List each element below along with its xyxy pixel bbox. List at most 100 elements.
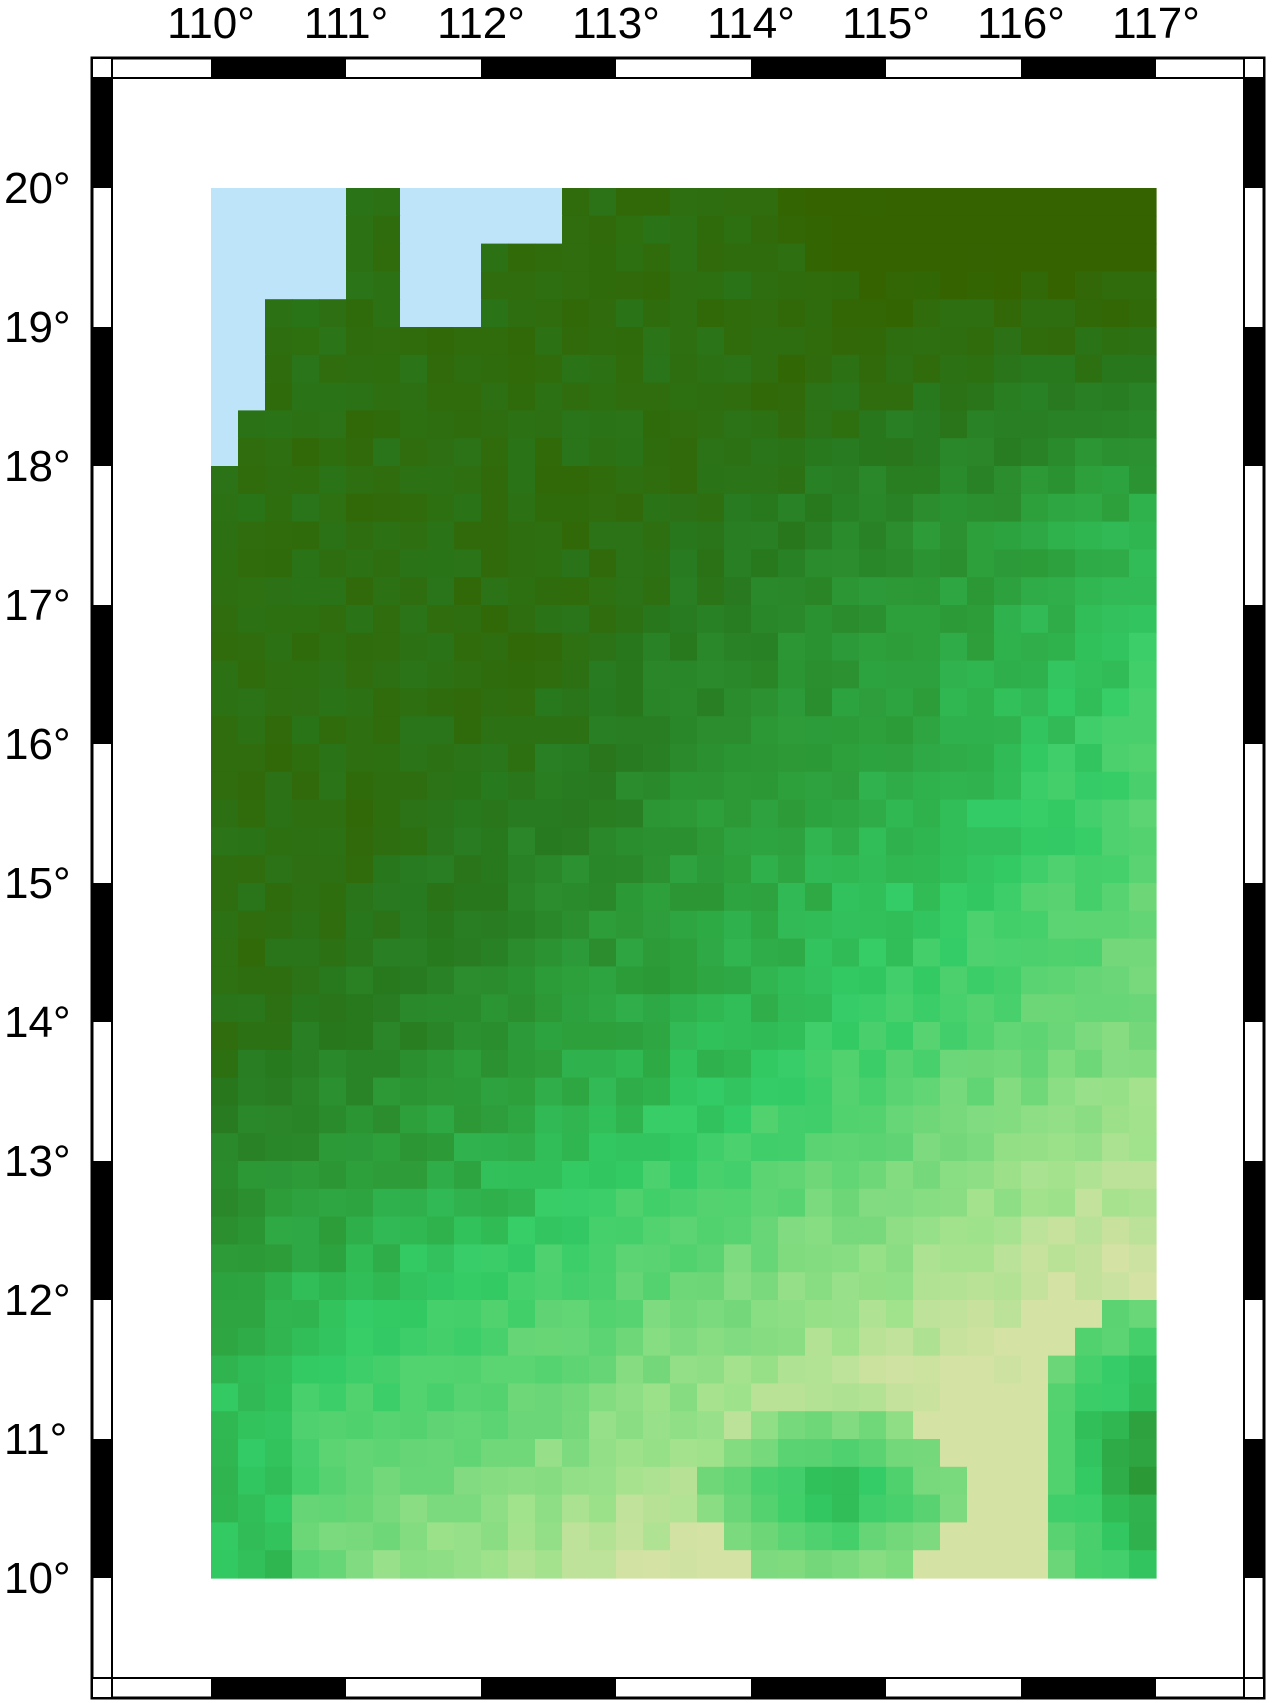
grid-cell (238, 1188, 266, 1218)
grid-cell (643, 1494, 671, 1523)
grid-cell (805, 1244, 833, 1273)
grid-cell (643, 1244, 671, 1273)
grid-cell (427, 660, 455, 689)
grid-cell (778, 1216, 806, 1245)
grid-cell (913, 382, 941, 411)
grid-cell (508, 549, 536, 578)
grid-cell (724, 938, 752, 967)
grid-cell (1021, 1355, 1049, 1384)
grid-cell (1129, 799, 1157, 828)
x-tick-label: 112° (437, 0, 525, 48)
grid-cell (751, 382, 779, 411)
grid-cell (589, 1355, 617, 1384)
grid-cell (859, 966, 887, 995)
grid-cell (751, 1494, 779, 1523)
grid-cell (643, 1439, 671, 1468)
grid-cell (913, 299, 941, 328)
grid-cell (373, 1188, 401, 1218)
grid-cell (913, 271, 941, 300)
grid-cell (832, 632, 860, 662)
grid-cell (400, 1161, 428, 1190)
grid-cell (994, 799, 1022, 828)
grid-cell (940, 410, 968, 439)
grid-cell (1102, 716, 1130, 745)
grid-cell (967, 1244, 995, 1273)
grid-cell (1048, 1105, 1076, 1134)
grid-cell (589, 354, 617, 384)
grid-cell (1129, 1049, 1157, 1079)
grid-cell (1102, 883, 1130, 912)
grid-cell (454, 716, 482, 745)
grid-cell (778, 799, 806, 828)
grid-cell (1102, 855, 1130, 884)
grid-cell (778, 966, 806, 995)
grid-cell (859, 938, 887, 967)
grid-cell (211, 493, 239, 523)
grid-cell (1048, 1439, 1076, 1468)
grid-cell (724, 466, 752, 495)
grid-cell (886, 799, 914, 828)
grid-cell (265, 215, 293, 245)
grid-cell (805, 966, 833, 995)
grid-cell (238, 688, 266, 717)
frame-right-segment (1244, 1439, 1264, 1578)
grid-cell (643, 660, 671, 689)
grid-cell (1129, 994, 1157, 1023)
grid-cell (211, 1300, 239, 1329)
grid-cell (508, 1411, 536, 1440)
grid-cell (886, 1216, 914, 1245)
grid-cell (238, 188, 266, 217)
grid-cell (616, 188, 644, 217)
grid-cell (643, 1411, 671, 1440)
grid-cell (400, 910, 428, 940)
grid-cell (238, 410, 266, 439)
grid-cell (940, 1494, 968, 1523)
grid-cell (454, 1466, 482, 1496)
grid-cell (1075, 1411, 1103, 1440)
grid-cell (238, 1022, 266, 1051)
grid-cell (373, 466, 401, 495)
grid-cell (211, 549, 239, 578)
grid-cell (1129, 1439, 1157, 1468)
grid-cell (400, 438, 428, 467)
grid-cell (886, 1188, 914, 1218)
grid-cell (805, 1077, 833, 1106)
grid-cell (454, 493, 482, 523)
grid-cell (481, 1411, 509, 1440)
grid-cell (481, 549, 509, 578)
grid-cell (859, 327, 887, 356)
grid-cell (427, 938, 455, 967)
grid-cell (238, 966, 266, 995)
grid-cell (805, 1105, 833, 1134)
grid-cell (643, 910, 671, 940)
grid-cell (319, 521, 347, 550)
grid-cell (724, 1216, 752, 1245)
grid-cell (697, 1439, 725, 1468)
grid-cell (238, 521, 266, 550)
grid-cell (400, 1077, 428, 1106)
grid-cell (697, 382, 725, 411)
grid-cell (508, 716, 536, 745)
frame-right-segment (1244, 883, 1264, 1022)
grid-cell (1129, 1327, 1157, 1357)
grid-cell (346, 549, 374, 578)
grid-cell (562, 1133, 590, 1162)
grid-cell (886, 243, 914, 272)
grid-cell (1102, 1049, 1130, 1079)
grid-cell (859, 1439, 887, 1468)
grid-cell (292, 1105, 320, 1134)
grid-cell (211, 744, 239, 773)
grid-cell (859, 1049, 887, 1079)
grid-cell (427, 1077, 455, 1106)
grid-cell (832, 716, 860, 745)
grid-cell (643, 243, 671, 272)
grid-cell (1075, 1077, 1103, 1106)
grid-cell (1102, 466, 1130, 495)
grid-cell (238, 549, 266, 578)
grid-cell (724, 1161, 752, 1190)
grid-cell (346, 188, 374, 217)
grid-cell (832, 271, 860, 300)
grid-cell (940, 215, 968, 245)
grid-cell (859, 771, 887, 801)
grid-cell (1102, 827, 1130, 856)
